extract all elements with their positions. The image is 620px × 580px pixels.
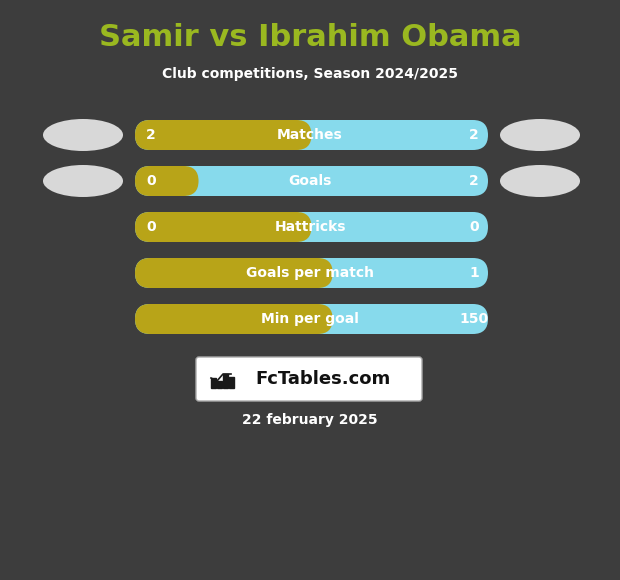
Text: Hattricks: Hattricks (274, 220, 346, 234)
FancyBboxPatch shape (135, 212, 488, 242)
Text: 0: 0 (146, 220, 156, 234)
FancyBboxPatch shape (135, 212, 311, 242)
Ellipse shape (43, 119, 123, 151)
Text: Matches: Matches (277, 128, 343, 142)
Bar (229, 377, 234, 388)
Text: 2: 2 (469, 128, 479, 142)
Text: 22 february 2025: 22 february 2025 (242, 413, 378, 427)
Text: Club competitions, Season 2024/2025: Club competitions, Season 2024/2025 (162, 67, 458, 81)
FancyBboxPatch shape (135, 120, 311, 150)
Text: Min per goal: Min per goal (261, 312, 359, 326)
Text: 150: 150 (459, 312, 489, 326)
Bar (211, 378, 216, 388)
Ellipse shape (500, 165, 580, 197)
Ellipse shape (43, 165, 123, 197)
FancyBboxPatch shape (135, 120, 488, 150)
Bar (217, 381, 222, 388)
Text: Samir vs Ibrahim Obama: Samir vs Ibrahim Obama (99, 24, 521, 53)
FancyBboxPatch shape (135, 304, 333, 334)
FancyBboxPatch shape (135, 304, 488, 334)
Text: 0: 0 (146, 174, 156, 188)
Text: 2: 2 (469, 174, 479, 188)
FancyBboxPatch shape (135, 258, 488, 288)
FancyBboxPatch shape (135, 166, 488, 196)
Text: Goals per match: Goals per match (246, 266, 374, 280)
Text: 0: 0 (469, 220, 479, 234)
FancyBboxPatch shape (135, 258, 333, 288)
Text: FcTables.com: FcTables.com (255, 370, 391, 388)
FancyBboxPatch shape (196, 357, 422, 401)
Text: 2: 2 (146, 128, 156, 142)
FancyBboxPatch shape (135, 166, 198, 196)
Bar (223, 374, 228, 388)
Ellipse shape (500, 119, 580, 151)
Text: 1: 1 (469, 266, 479, 280)
Text: Goals: Goals (288, 174, 332, 188)
